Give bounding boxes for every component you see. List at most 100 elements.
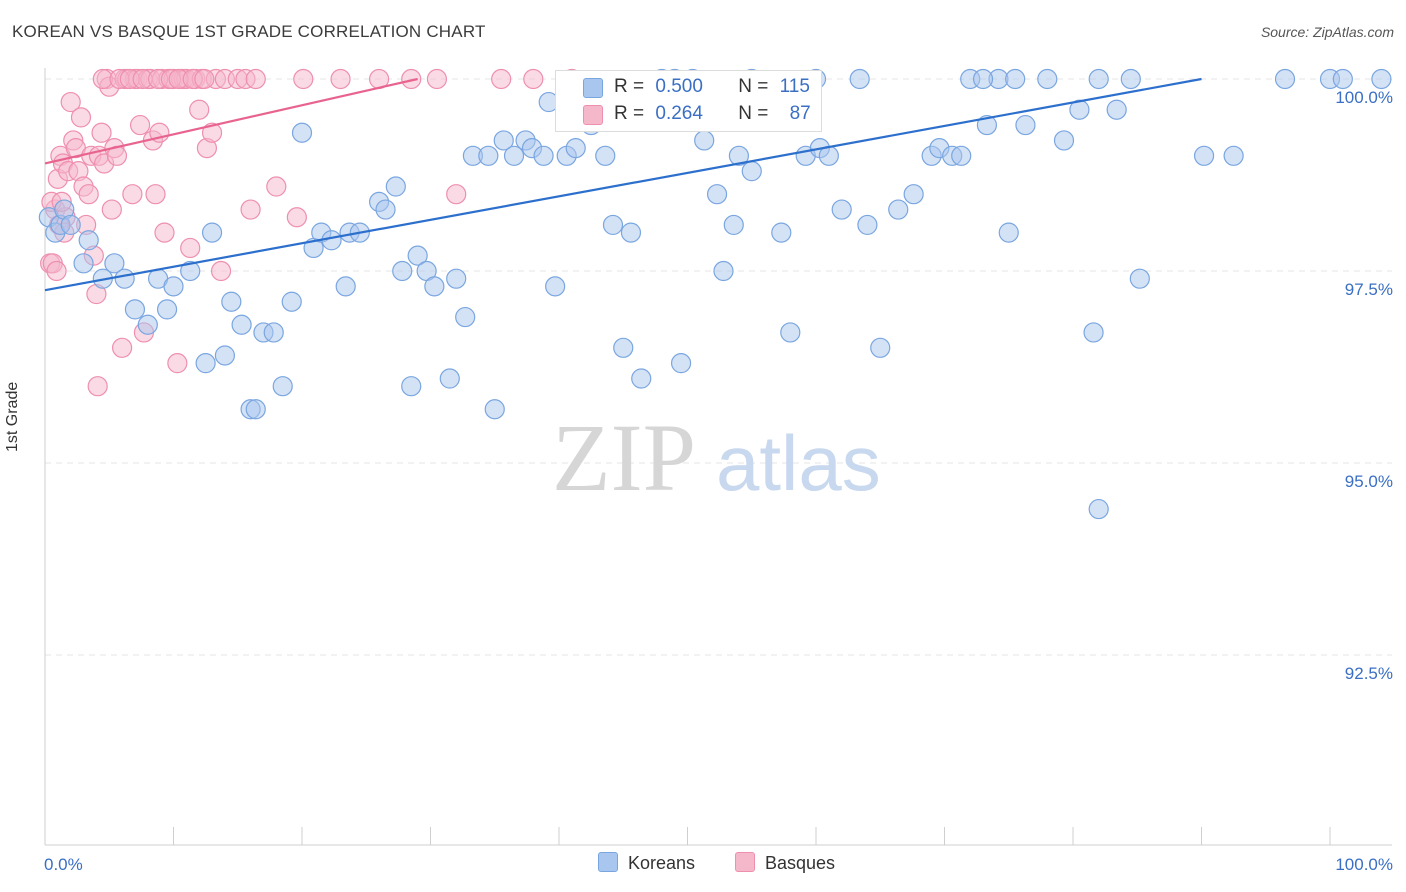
basque-point xyxy=(286,207,307,228)
korean-point xyxy=(1371,68,1392,90)
korean-point xyxy=(180,260,201,282)
korean-point xyxy=(888,199,909,220)
korean-point xyxy=(1037,68,1058,90)
tick-labels: 92.5% 95.0% 97.5% 100.0% 0.0% 100.0% xyxy=(44,88,1393,874)
korean-r-value: 0.500 xyxy=(655,76,703,97)
basque-point xyxy=(293,68,314,90)
korean-point xyxy=(104,253,125,274)
basque-point xyxy=(426,68,448,90)
basque-point xyxy=(154,222,175,243)
basque-point xyxy=(330,68,351,90)
korean-point xyxy=(670,353,692,374)
basque-point xyxy=(446,184,467,205)
korean-point xyxy=(780,322,801,343)
korean-point xyxy=(857,214,878,236)
basque-point xyxy=(46,260,67,282)
korean-point xyxy=(1193,145,1215,166)
korean-point xyxy=(595,145,616,166)
korean-point xyxy=(771,222,792,243)
korean-point xyxy=(849,68,870,90)
basque-point xyxy=(101,199,122,220)
korean-point xyxy=(455,306,476,328)
korean-point xyxy=(195,353,216,374)
basque-point xyxy=(78,184,99,205)
korean-point xyxy=(1223,145,1244,166)
korean-point xyxy=(602,214,624,236)
basque-point xyxy=(91,122,112,143)
x-tick-label-max: 100.0% xyxy=(1335,855,1393,874)
basque-point xyxy=(60,91,81,113)
watermark: ZIP atlas xyxy=(552,404,881,511)
korean-point xyxy=(976,114,998,136)
y-tick-label: 95.0% xyxy=(1345,472,1393,491)
korean-point xyxy=(998,222,1019,243)
basque-trend-line xyxy=(44,77,418,165)
korean-n-value: 115 xyxy=(779,76,810,97)
korean-point xyxy=(545,276,566,297)
korean-point xyxy=(137,314,158,335)
basque-point xyxy=(189,99,210,120)
legend-koreans: Koreans xyxy=(598,852,695,874)
korean-point xyxy=(1129,268,1150,289)
basque-point xyxy=(194,68,215,90)
basque-point xyxy=(266,176,287,197)
korean-point xyxy=(281,291,302,312)
korean-point xyxy=(1088,68,1109,90)
basque-point xyxy=(245,68,266,90)
korean-n-label: N = xyxy=(738,76,769,97)
korean-point xyxy=(484,399,505,420)
korean-point xyxy=(1053,130,1075,151)
korean-point xyxy=(951,145,972,166)
basque-point xyxy=(87,376,108,397)
x-tick-label-min: 0.0% xyxy=(44,855,83,874)
korean-point xyxy=(124,299,146,320)
korean-point xyxy=(78,230,99,251)
korean-point xyxy=(1120,68,1141,90)
korean-point xyxy=(1332,68,1353,90)
korean-point xyxy=(741,161,762,182)
korean-point xyxy=(439,368,460,389)
basque-point xyxy=(167,353,188,374)
source-credit: Source: ZipAtlas.com xyxy=(1260,24,1394,40)
korean-points xyxy=(38,68,1392,520)
basque-point xyxy=(401,68,422,90)
basque-point xyxy=(122,184,143,205)
korean-point xyxy=(385,176,406,197)
korean-point xyxy=(375,199,396,220)
korean-point xyxy=(73,253,94,274)
korean-point xyxy=(1088,498,1109,520)
basque-point xyxy=(491,68,512,90)
korean-point xyxy=(60,214,81,236)
basque-point xyxy=(145,184,166,205)
basques-label: Basques xyxy=(765,853,836,873)
korean-point xyxy=(1005,68,1026,90)
korean-point xyxy=(620,222,642,243)
korean-point xyxy=(335,276,356,297)
korean-point xyxy=(272,376,293,397)
korean-point xyxy=(214,345,235,366)
basque-n-value: 87 xyxy=(789,103,811,124)
chart-title: KOREAN VS BASQUE 1ST GRADE CORRELATION C… xyxy=(12,22,486,41)
korean-point xyxy=(392,260,413,282)
korean-point xyxy=(493,130,514,151)
korean-point xyxy=(631,368,652,389)
koreans-swatch xyxy=(598,852,618,872)
korean-point xyxy=(401,376,422,397)
korean-point xyxy=(424,276,445,297)
korean-point xyxy=(163,276,184,297)
korean-point xyxy=(156,299,178,320)
basque-r-value: 0.264 xyxy=(655,103,703,124)
korean-point xyxy=(728,145,750,166)
y-tick-label: 100.0% xyxy=(1335,88,1393,107)
korean-point xyxy=(723,214,744,236)
basque-point xyxy=(129,114,151,136)
watermark-zip: ZIP xyxy=(552,404,696,511)
y-axis-label: 1st Grade xyxy=(4,381,21,452)
koreans-label: Koreans xyxy=(628,853,696,873)
korean-point xyxy=(972,68,994,90)
basque-point xyxy=(70,107,92,128)
korean-point xyxy=(478,145,499,166)
basque-point xyxy=(210,260,232,282)
stats-legend: R = 0.500 N = 115 R = 0.264 N = 87 xyxy=(555,70,822,132)
